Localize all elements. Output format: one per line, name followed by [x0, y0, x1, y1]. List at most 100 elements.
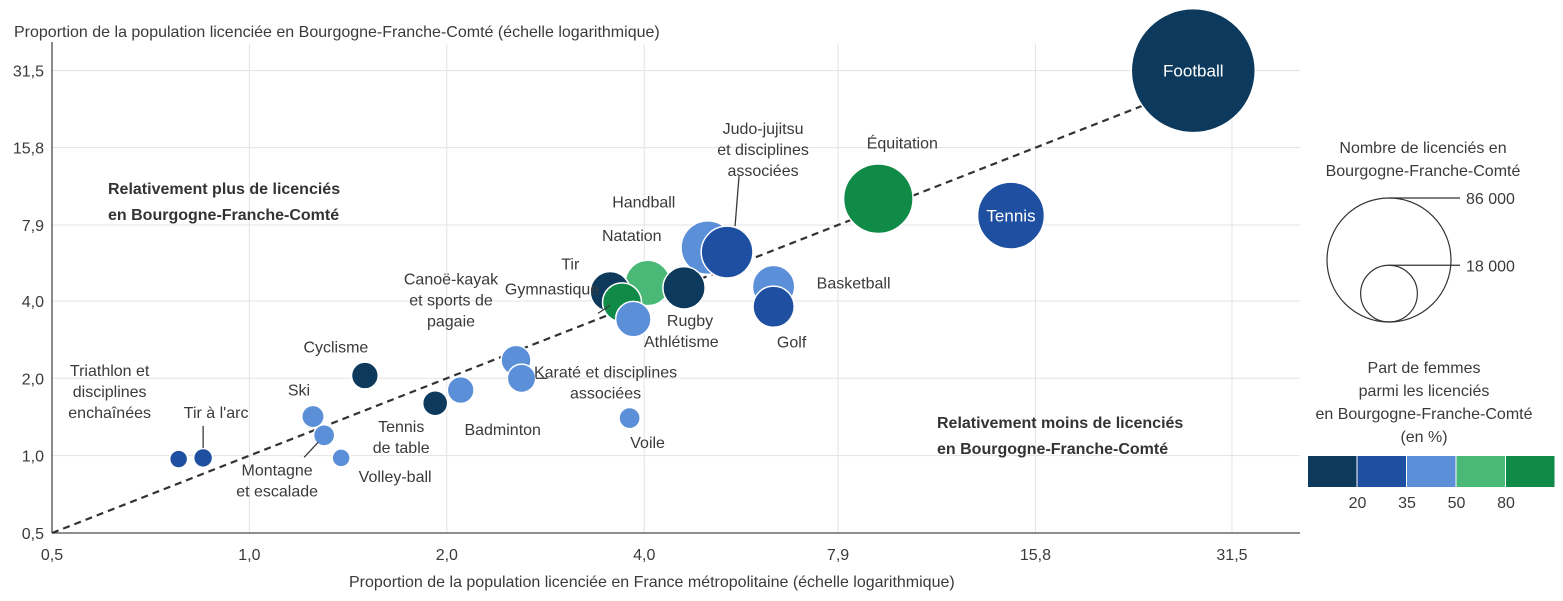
bubble-point — [192, 447, 214, 469]
bubble-point — [446, 375, 475, 405]
point-label-line: disciplines — [73, 384, 147, 401]
color-legend-break: 50 — [1448, 495, 1466, 512]
size-legend-circle — [1360, 264, 1418, 323]
point-label: Natation — [602, 228, 662, 245]
point-label-line: Golf — [777, 335, 807, 352]
annotation-above: Relativement plus de licenciés en Bourgo… — [108, 177, 340, 229]
point-label-line: Handball — [612, 195, 675, 212]
size-legend-value: 18 000 — [1466, 258, 1515, 275]
color-legend-title-line4: (en %) — [1400, 429, 1448, 446]
point-label-line: Équitation — [867, 134, 938, 153]
point-label-line: Judo-jujitsu — [723, 121, 804, 138]
point-label-line: Athlétisme — [644, 334, 719, 351]
point-label: Gymnastique — [505, 281, 599, 298]
point-label: Tennis de table — [373, 419, 430, 457]
x-tick-label: 0,5 — [41, 547, 63, 564]
size-legend-title-line1: Nombre de licenciés en — [1339, 140, 1507, 157]
y-tick-label: 1,0 — [22, 449, 44, 466]
point-label: Volley-ball — [359, 469, 432, 486]
annotation-below-line1: Relativement moins de licenciés — [937, 415, 1184, 432]
bubble-point — [312, 423, 336, 447]
y-tick-label: 15,8 — [13, 141, 44, 158]
y-tick-label: 4,0 — [22, 294, 44, 311]
annotation-below: Relativement moins de licenciés en Bourg… — [937, 411, 1183, 463]
annotation-above-line1: Relativement plus de licenciés — [108, 181, 341, 198]
point-label-line: Tir — [561, 257, 580, 274]
x-tick-label: 31,5 — [1216, 547, 1247, 564]
y-tick-label: 0,5 — [22, 526, 44, 543]
point-label-line: Rugby — [667, 313, 713, 330]
point-label-line: Ski — [288, 383, 310, 400]
point-label-line: Natation — [602, 228, 662, 245]
x-tick-label: 7,9 — [827, 547, 849, 564]
point-label-line: Gymnastique — [505, 281, 599, 298]
point-label: Basketball — [817, 276, 891, 293]
bubble-point — [1130, 7, 1257, 134]
bubble-point — [614, 300, 652, 338]
bubble-point — [331, 448, 351, 468]
point-label-line: et sports de — [409, 292, 493, 309]
point-label: Handball — [612, 195, 675, 212]
point-label-line: Voile — [630, 435, 665, 452]
size-legend-circle — [1326, 197, 1452, 323]
y-tick-label: 7,9 — [22, 218, 44, 235]
point-label-line: enchaînées — [68, 405, 151, 422]
point-label-line: pagaie — [427, 313, 475, 330]
color-legend-swatch — [1456, 456, 1505, 487]
point-label: Badminton — [464, 422, 541, 439]
point-label-line: Volley-ball — [359, 469, 432, 486]
point-label-line: associées — [570, 385, 641, 402]
point-label: Montagne et escalade — [236, 462, 318, 500]
point-label-line: Tennis — [986, 207, 1035, 226]
bubble-point — [700, 225, 754, 279]
bubble-point — [506, 363, 537, 394]
annotation-below-line2: en Bourgogne-Franche-Comté — [937, 441, 1169, 458]
x-tick-label: 4,0 — [633, 547, 655, 564]
point-label: Tir à l'arc — [184, 405, 249, 422]
point-label: Voile — [630, 435, 665, 452]
point-label: Ski — [288, 383, 310, 400]
color-legend-swatch — [1308, 456, 1357, 487]
point-label-line: de table — [373, 440, 430, 457]
point-label: Tir — [561, 257, 580, 274]
bubble-point — [662, 265, 706, 310]
x-axis-title: Proportion de la population licenciée en… — [349, 574, 955, 591]
leader-line — [734, 175, 740, 227]
bubble-point — [301, 404, 325, 429]
y-tick-label: 31,5 — [13, 64, 44, 81]
bubble-point — [976, 181, 1046, 250]
point-label-line: Tir à l'arc — [184, 405, 249, 422]
color-legend-break: 35 — [1398, 495, 1416, 512]
point-label: Athlétisme — [644, 334, 719, 351]
color-legend-break: 80 — [1497, 495, 1515, 512]
point-label-line: Triathlon et — [70, 363, 150, 380]
point-label: Karaté et disciplines associées — [534, 364, 677, 402]
color-legend-title-line3: en Bourgogne-Franche-Comté — [1315, 406, 1533, 423]
point-label: Triathlon et disciplines enchaînées — [68, 363, 151, 422]
bubble-point — [350, 361, 380, 390]
point-label: Judo-jujitsu et disciplines associées — [717, 121, 809, 180]
color-legend-break: 20 — [1349, 495, 1367, 512]
point-label: Rugby — [667, 313, 713, 330]
bubble-point — [842, 163, 914, 235]
point-label-line: Karaté et disciplines — [534, 364, 677, 381]
point-label: Tennis — [986, 207, 1035, 226]
point-label-line: Montagne — [242, 462, 313, 479]
point-label: Golf — [777, 335, 807, 352]
point-label-line: Basketball — [817, 276, 891, 293]
leader-line — [597, 304, 611, 314]
leader-line — [303, 441, 319, 458]
x-tick-label: 1,0 — [238, 547, 260, 564]
color-legend-title-line1: Part de femmes — [1367, 360, 1481, 377]
point-label-line: et disciplines — [717, 142, 809, 159]
color-legend-swatch — [1357, 456, 1406, 487]
point-label-line: Canoë-kayak — [404, 271, 499, 288]
size-legend-title: Nombre de licenciés en Bourgogne-Franche… — [1298, 137, 1548, 183]
point-label-line: et escalade — [236, 483, 318, 500]
color-legend-title-line2: parmi les licenciés — [1358, 383, 1490, 400]
point-label: Équitation — [867, 134, 938, 153]
color-legend-swatch — [1506, 456, 1555, 487]
bubble-point — [752, 285, 795, 329]
x-tick-label: 2,0 — [436, 547, 458, 564]
